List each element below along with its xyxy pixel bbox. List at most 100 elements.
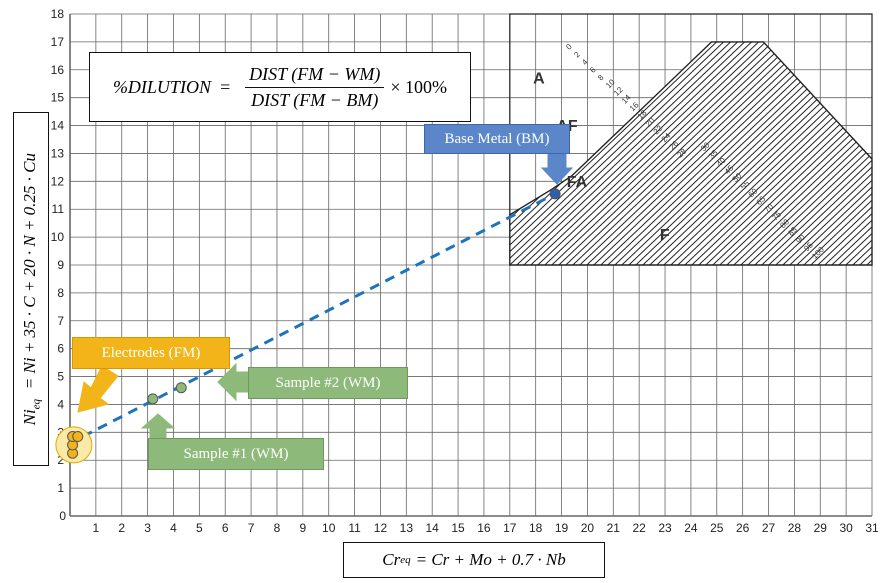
formula-equals: = — [218, 76, 232, 97]
y-axis-label-sub: eq — [30, 398, 43, 410]
region-label-a: A — [533, 71, 545, 88]
x-tick-label: 30 — [839, 521, 853, 535]
x-tick-label: 13 — [400, 521, 414, 535]
x-tick-label: 23 — [658, 521, 672, 535]
y-tick-label: 16 — [51, 63, 65, 77]
x-tick-label: 18 — [529, 521, 543, 535]
hatch-line — [881, 18, 893, 265]
x-tick-label: 27 — [762, 521, 776, 535]
x-tick-label: 24 — [684, 521, 698, 535]
hatch-line — [509, 41, 743, 266]
x-axis-label-lhs: Cr — [382, 550, 401, 569]
y-axis-label-lhs: Ni — [19, 409, 39, 426]
electrodes-callout: Electrodes (FM) — [72, 337, 230, 369]
electrodes-arrow — [77, 365, 119, 413]
x-tick-label: 21 — [607, 521, 621, 535]
hatch-line — [747, 41, 872, 266]
tick-origin: 0 — [59, 509, 66, 523]
y-tick-label: 18 — [51, 7, 65, 21]
hatch-line — [712, 41, 872, 266]
hatch-line — [782, 41, 872, 266]
y-tick-label: 2 — [57, 453, 64, 467]
hatch-line — [719, 41, 872, 266]
y-tick-label: 14 — [51, 119, 65, 133]
hatch-line — [670, 41, 872, 266]
hatch-line — [817, 41, 872, 266]
hatch-line — [888, 18, 893, 265]
x-tick-label: 1 — [93, 521, 100, 535]
data-point — [175, 382, 187, 394]
y-tick-label: 11 — [52, 202, 65, 216]
dilution-line-layer — [82, 192, 556, 438]
hatch-line — [509, 41, 757, 266]
hatch-line — [509, 41, 764, 266]
x-axis-label-sub: eq — [400, 554, 411, 566]
y-tick-label: 7 — [57, 314, 64, 328]
y-tick-label: 8 — [57, 286, 64, 300]
hatch-line — [705, 41, 872, 266]
y-axis-label: Nieq = Ni + 35 · C + 20 · N + 0.25 · Cu — [13, 112, 49, 466]
y-axis-label-text: Nieq = Ni + 35 · C + 20 · N + 0.25 · Cu — [20, 153, 42, 425]
hatch-line — [509, 41, 750, 266]
formula-lhs: %DILUTION — [112, 76, 211, 97]
formula-fraction: DIST (FM − WM) DIST (FM − BM) — [245, 64, 385, 111]
x-tick-label: 19 — [555, 521, 569, 535]
sample2-callout: Sample #2 (WM) — [248, 367, 408, 399]
hatch-line — [516, 41, 778, 266]
hatch-line — [656, 41, 872, 266]
region-label-fa: FA — [567, 174, 588, 191]
hatch-line — [523, 41, 785, 266]
y-tick-label: 17 — [51, 35, 65, 49]
x-tick-label: 31 — [865, 521, 879, 535]
data-point — [147, 393, 159, 405]
y-tick-label: 1 — [57, 481, 64, 495]
hatch-line — [775, 41, 872, 266]
y-tick-label: 12 — [51, 174, 65, 188]
x-tick-label: 29 — [814, 521, 828, 535]
dilution-line — [82, 192, 556, 438]
x-tick-label: 10 — [322, 521, 336, 535]
hatch-line — [810, 41, 872, 266]
x-tick-label: 14 — [426, 521, 440, 535]
y-tick-label: 5 — [57, 370, 64, 384]
x-tick-label: 5 — [196, 521, 203, 535]
y-tick-label: 15 — [51, 91, 65, 105]
x-tick-label: 20 — [581, 521, 595, 535]
austenite-boundary — [509, 13, 873, 215]
hatch-line — [803, 41, 872, 266]
hatch-line — [509, 41, 771, 266]
x-tick-label: 11 — [348, 521, 361, 535]
hatch-line — [663, 41, 872, 266]
x-tick-label: 8 — [274, 521, 281, 535]
base-metal-callout: Base Metal (BM) — [424, 124, 570, 154]
x-tick-label: 25 — [710, 521, 724, 535]
y-tick-label: 10 — [51, 230, 65, 244]
hatch-line — [698, 41, 872, 266]
sample1-arrow — [140, 413, 176, 439]
hatch-line — [768, 41, 872, 266]
x-tick-label: 12 — [374, 521, 388, 535]
hatch-line — [754, 41, 872, 266]
hatch-line — [558, 41, 820, 266]
x-axis-label: Cr eq = Cr + Mo + 0.7 · Nb — [343, 542, 605, 578]
hatch-line — [796, 41, 872, 266]
x-tick-label: 9 — [299, 521, 306, 535]
ferrite-number-label: 8 — [596, 73, 606, 83]
y-tick-label: 13 — [51, 146, 65, 160]
formula-tail: × 100% — [390, 76, 448, 97]
dilution-formula: %DILUTION = DIST (FM − WM) DIST (FM − BM… — [89, 52, 471, 122]
ferrite-number-label: 6 — [588, 65, 598, 75]
x-tick-label: 16 — [477, 521, 491, 535]
x-tick-label: 26 — [736, 521, 750, 535]
axis-ticks: 01 2 3 4 5 6 7 8 9 10 11 12 13 14 15 16 17 18 19 20 21 22 23 24… — [51, 7, 879, 535]
y-tick-label: 9 — [57, 258, 64, 272]
sample2-arrow — [217, 362, 249, 402]
hatch-line — [691, 41, 872, 266]
data-point — [72, 431, 84, 443]
ferrite-number-label: 2 — [572, 49, 582, 59]
hatch-line — [874, 18, 893, 265]
hatch-line — [684, 41, 872, 266]
y-axis-label-rhs: = Ni + 35 · C + 20 · N + 0.25 · Cu — [19, 152, 39, 390]
y-tick-label: 6 — [57, 342, 64, 356]
